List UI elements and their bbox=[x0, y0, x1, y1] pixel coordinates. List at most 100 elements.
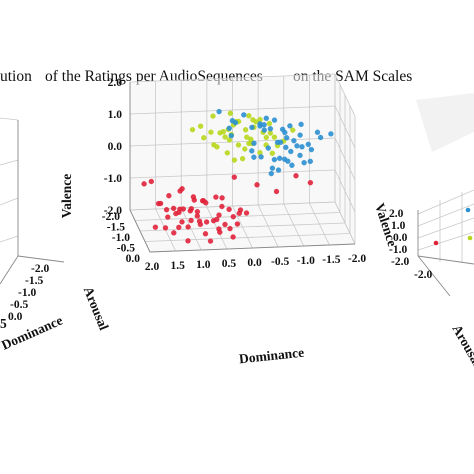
right-axis-edge bbox=[417, 255, 474, 265]
data-point bbox=[234, 221, 241, 227]
data-point bbox=[328, 131, 334, 137]
dominance-tick-label: 1.0 bbox=[196, 259, 211, 271]
data-point bbox=[288, 148, 294, 155]
data-point bbox=[189, 127, 196, 133]
data-point bbox=[254, 182, 260, 188]
dominance-axis-line bbox=[149, 243, 356, 253]
arousal-tick-label: -2.0 bbox=[102, 211, 120, 223]
data-point bbox=[291, 138, 297, 144]
left-tick-label: -1.5 bbox=[25, 275, 43, 287]
data-point bbox=[163, 207, 170, 213]
data-point bbox=[283, 144, 289, 151]
data-point bbox=[226, 125, 232, 131]
left-axis-edge bbox=[17, 255, 65, 263]
data-point bbox=[263, 134, 269, 141]
right-data-point bbox=[465, 207, 471, 213]
data-point bbox=[216, 226, 222, 232]
left-plot-ticks: -2.0 -1.5 -1.0 -0.5 0.0 bbox=[8, 263, 49, 323]
left-grid-line bbox=[0, 235, 19, 243]
data-point bbox=[237, 207, 244, 213]
right-plot-ticks: 2.0 1.0 0.0 -1.0 -2.0 -2.0 bbox=[389, 208, 432, 281]
data-point bbox=[266, 120, 273, 127]
valence-tick-label: -2.0 bbox=[104, 205, 122, 217]
data-point bbox=[251, 154, 257, 160]
data-point bbox=[308, 146, 315, 153]
data-point bbox=[202, 231, 209, 237]
data-point bbox=[243, 210, 250, 216]
right-data-point bbox=[467, 235, 473, 241]
dominance-tick-label: -2.0 bbox=[348, 253, 366, 265]
arousal-grid-line bbox=[144, 233, 351, 242]
arousal-axis-label: Arousal bbox=[81, 284, 112, 332]
data-point bbox=[180, 206, 186, 212]
data-point bbox=[166, 193, 172, 199]
data-point bbox=[203, 200, 209, 206]
data-point bbox=[208, 129, 214, 135]
data-point bbox=[196, 218, 203, 224]
dominance-tick-label: 1.5 bbox=[170, 260, 185, 272]
data-point bbox=[210, 113, 216, 119]
data-point bbox=[185, 224, 191, 230]
data-point bbox=[226, 206, 232, 213]
data-point bbox=[155, 200, 162, 207]
data-point bbox=[148, 178, 154, 185]
data-point bbox=[171, 230, 177, 236]
arousal-tick-label: -0.5 bbox=[117, 243, 135, 255]
data-point bbox=[187, 208, 193, 214]
data-point bbox=[201, 135, 207, 141]
data-point bbox=[299, 144, 305, 150]
data-point bbox=[249, 148, 255, 154]
dominance-tick-label: -0.5 bbox=[271, 256, 289, 268]
data-point bbox=[307, 180, 314, 186]
valence-tick-label: 2.0 bbox=[108, 77, 123, 89]
valence-tick-label: 1.0 bbox=[108, 109, 123, 121]
data-point bbox=[263, 115, 269, 121]
data-point bbox=[222, 221, 228, 228]
arousal-tick-label: -1.0 bbox=[112, 232, 130, 244]
data-point bbox=[152, 224, 159, 230]
data-point bbox=[232, 120, 239, 126]
data-point bbox=[305, 141, 311, 148]
right-tick-label: -1.0 bbox=[389, 244, 407, 256]
data-point bbox=[290, 127, 296, 133]
data-point bbox=[211, 142, 217, 148]
data-point bbox=[141, 181, 147, 187]
right-tick-label: 2.0 bbox=[389, 208, 404, 220]
data-point bbox=[282, 129, 288, 136]
data-point bbox=[258, 154, 264, 160]
data-point bbox=[210, 218, 217, 224]
data-point bbox=[283, 135, 290, 141]
data-point bbox=[273, 188, 280, 195]
data-point bbox=[276, 155, 283, 161]
dominance-tick-label: -1.5 bbox=[322, 254, 340, 266]
data-point bbox=[285, 158, 291, 164]
data-point bbox=[307, 158, 313, 165]
left-grid-line bbox=[0, 159, 19, 166]
data-point bbox=[207, 238, 214, 244]
right-grid-line bbox=[417, 217, 474, 239]
data-point bbox=[179, 219, 185, 225]
dominance-tick-label: -1.0 bbox=[297, 255, 315, 267]
left-plot-label: 5 bbox=[0, 316, 7, 331]
data-point bbox=[271, 117, 278, 123]
right-tick-label: 0.0 bbox=[393, 232, 408, 244]
data-point bbox=[227, 110, 234, 116]
data-point bbox=[176, 224, 182, 231]
data-point bbox=[179, 186, 185, 192]
left-tick-label: 0.0 bbox=[8, 311, 23, 323]
right-arousal-label: Arousal bbox=[449, 322, 474, 369]
data-point bbox=[267, 126, 274, 132]
right-grid-line bbox=[417, 231, 474, 251]
data-point bbox=[297, 152, 303, 159]
data-point bbox=[203, 219, 210, 225]
valence-axis-label: Valence bbox=[59, 174, 74, 219]
right-data-point bbox=[433, 240, 439, 246]
data-point bbox=[162, 225, 169, 231]
right-axis-edge bbox=[417, 255, 451, 297]
data-point bbox=[191, 197, 197, 203]
data-point bbox=[224, 150, 230, 156]
data-point bbox=[268, 170, 274, 177]
data-point bbox=[277, 139, 284, 145]
right-tick-label: -2.0 bbox=[414, 269, 432, 281]
valence-tick-label: 0.0 bbox=[108, 141, 123, 153]
